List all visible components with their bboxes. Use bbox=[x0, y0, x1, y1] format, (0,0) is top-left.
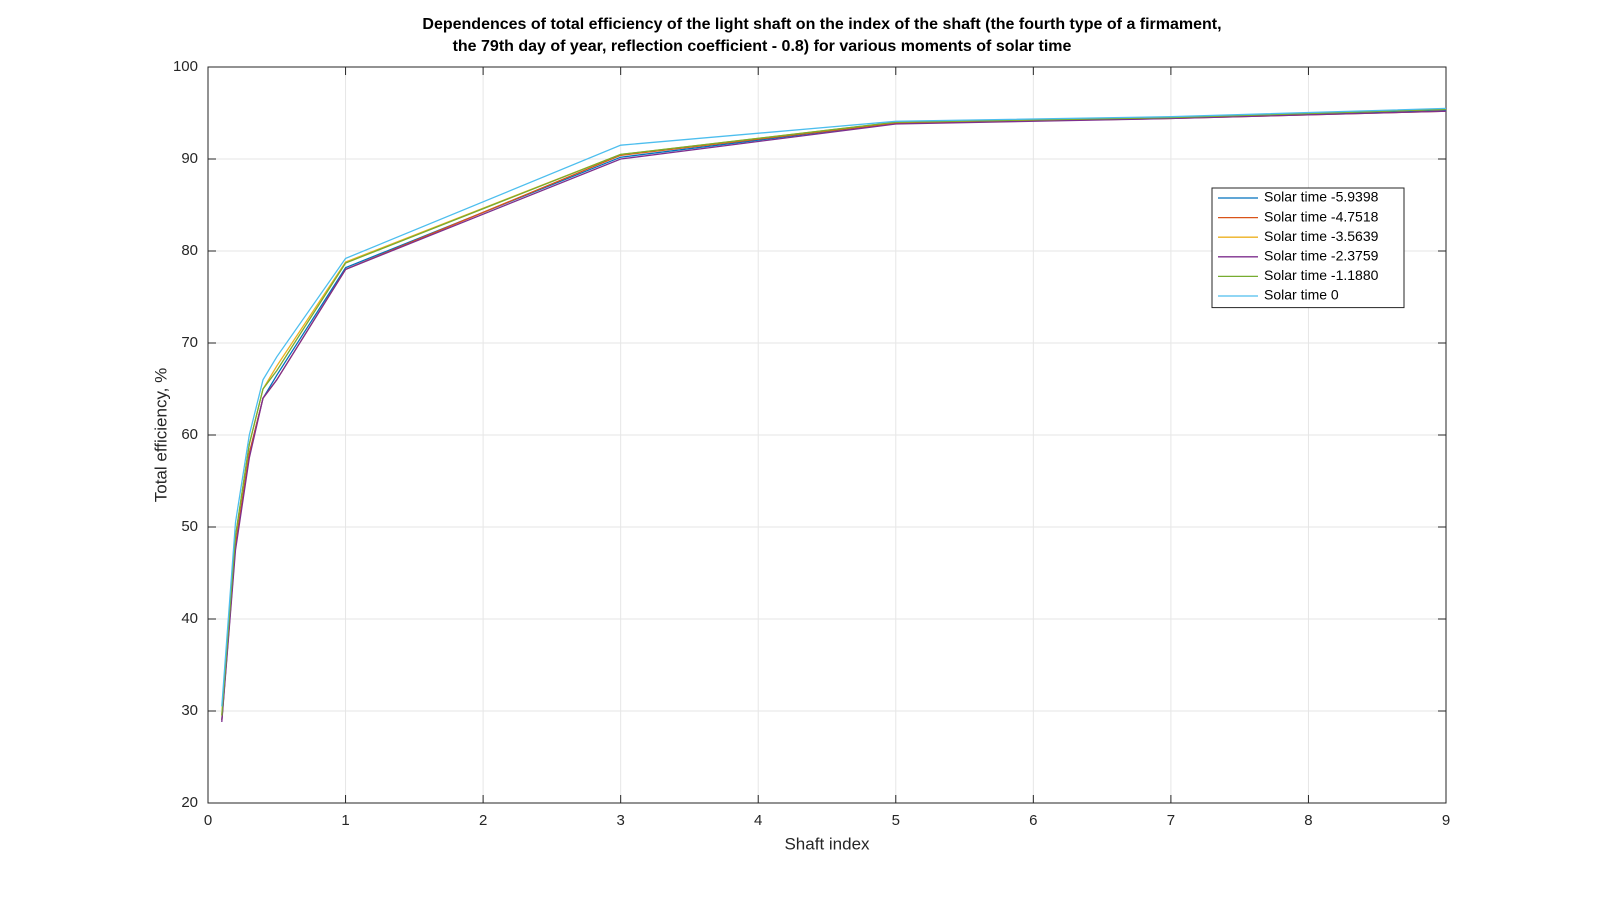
x-tick-label: 5 bbox=[892, 812, 900, 829]
legend-label: Solar time -3.5639 bbox=[1264, 228, 1379, 244]
legend-label: Solar time -4.7518 bbox=[1264, 208, 1379, 224]
x-tick-label: 2 bbox=[479, 812, 487, 829]
x-axis-label: Shaft index bbox=[784, 834, 870, 853]
y-tick-label: 30 bbox=[181, 702, 198, 719]
x-tick-label: 4 bbox=[754, 812, 762, 829]
legend-label: Solar time -1.1880 bbox=[1264, 267, 1379, 283]
chart-title: the 79th day of year, reflection coeffic… bbox=[453, 38, 1072, 55]
x-tick-label: 3 bbox=[616, 812, 624, 829]
y-tick-label: 90 bbox=[181, 150, 198, 167]
series-line bbox=[221, 108, 1447, 716]
y-tick-label: 100 bbox=[173, 58, 198, 75]
y-tick-label: 70 bbox=[181, 334, 198, 351]
chart-title: Dependences of total efficiency of the l… bbox=[422, 16, 1221, 33]
x-tick-label: 0 bbox=[204, 812, 212, 829]
series-line bbox=[221, 110, 1447, 723]
legend: Solar time -5.9398 Solar time -4.7518 Sola… bbox=[1211, 187, 1405, 309]
legend-label: Solar time -2.3759 bbox=[1264, 248, 1379, 264]
y-tick-label: 50 bbox=[181, 518, 198, 535]
legend-label: Solar time 0 bbox=[1264, 287, 1339, 303]
y-tick-label: 40 bbox=[181, 610, 198, 627]
axes-box bbox=[207, 66, 1447, 804]
legend-box bbox=[1211, 187, 1405, 309]
x-tick-label: 6 bbox=[1029, 812, 1037, 829]
x-tick-label: 9 bbox=[1442, 812, 1450, 829]
series-line bbox=[221, 107, 1447, 707]
legend-label: Solar time -5.9398 bbox=[1264, 189, 1379, 205]
x-tick-label: 8 bbox=[1304, 812, 1312, 829]
y-tick-label: 20 bbox=[181, 794, 198, 811]
x-tick-label: 7 bbox=[1167, 812, 1175, 829]
y-tick-label: 60 bbox=[181, 426, 198, 443]
y-axis-label: Total efficiency, % bbox=[151, 368, 170, 503]
y-tick-label: 80 bbox=[181, 242, 198, 259]
x-tick-label: 1 bbox=[341, 812, 349, 829]
